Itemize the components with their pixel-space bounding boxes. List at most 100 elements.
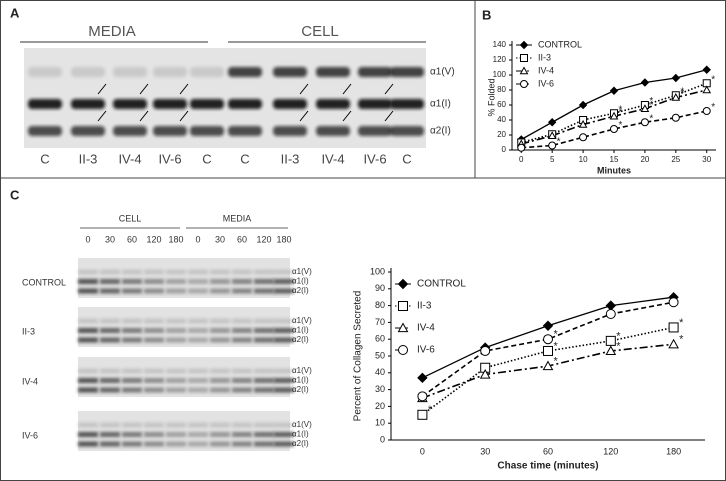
gel-band (274, 432, 294, 437)
significance-mark: * (616, 330, 621, 342)
panel-label: C (10, 187, 20, 202)
gel-band (100, 269, 120, 275)
gel-band (274, 288, 294, 294)
y-tick-label: 60 (497, 100, 506, 109)
gel-band (232, 422, 252, 428)
arrow (384, 83, 394, 95)
marker (640, 118, 649, 127)
y-tick-label: 100 (493, 70, 507, 79)
arrow (299, 110, 309, 122)
gel-band (273, 99, 307, 109)
row-label: II-3 (22, 326, 35, 336)
x-tick-label: 15 (610, 155, 619, 164)
gel-band (210, 378, 230, 383)
marker (417, 409, 428, 420)
gel-band (78, 318, 98, 324)
gel-band (113, 67, 147, 77)
x-tick-label: 20 (640, 155, 649, 164)
gel-band (274, 337, 294, 343)
gel-band (166, 368, 186, 374)
gel-band (144, 318, 164, 324)
gel-band (166, 441, 186, 447)
chain-label: α1(I) (292, 326, 309, 335)
gel-band (188, 378, 208, 383)
gel-band (144, 337, 164, 343)
gel-band (190, 126, 224, 136)
y-tick-label: 50 (375, 350, 385, 360)
gel-band (254, 378, 274, 383)
gel-band (144, 368, 164, 374)
gel-band (188, 328, 208, 333)
gel-band (144, 279, 164, 284)
significance-mark: * (711, 74, 715, 85)
lane-label: C (40, 151, 49, 166)
gel-band (122, 279, 142, 284)
y-tick-label: 20 (375, 401, 385, 411)
y-tick-label: 30 (375, 384, 385, 394)
chain-label: α1(V) (292, 267, 312, 276)
gel-band (273, 67, 307, 77)
row-label: IV-4 (22, 376, 38, 386)
gel-band (122, 318, 142, 324)
gel-band (78, 279, 98, 284)
series-line (421, 326, 674, 416)
gel-band (188, 337, 208, 343)
chain-label: α1(I) (292, 430, 309, 439)
gel-band (28, 67, 62, 77)
x-tick-label: 120 (603, 446, 618, 456)
gel-band (166, 328, 186, 333)
gel-band (166, 387, 186, 393)
row-label: CONTROL (22, 277, 66, 287)
x-tick-label: 60 (543, 446, 553, 456)
gel-band (100, 318, 120, 324)
timepoint-label: 180 (168, 234, 183, 244)
significance-mark: * (680, 86, 684, 97)
marker (579, 133, 588, 142)
gel-band (113, 99, 147, 109)
gel-band (100, 279, 120, 284)
significance-mark: * (679, 317, 684, 329)
gel-band (228, 67, 262, 77)
gel-band (190, 99, 224, 109)
gel-a: MEDIA CELL α1(V) α1(I) α2(I) C II-3 IV-4 IV… (20, 23, 455, 166)
gel-band (232, 288, 252, 294)
gel-band (28, 99, 62, 109)
gel-band (232, 318, 252, 324)
gel-band (232, 441, 252, 447)
gel-band (210, 328, 230, 333)
marker (578, 100, 588, 110)
marker (609, 111, 619, 120)
gel-band (254, 318, 274, 324)
gel-band (188, 368, 208, 374)
gel-band (210, 368, 230, 374)
panel-label: B (482, 7, 491, 22)
gel-band (122, 288, 142, 294)
gel-band (273, 126, 307, 136)
gel-band (274, 422, 294, 428)
marker (640, 104, 650, 113)
timepoint-label: 30 (215, 234, 225, 244)
gel-band (153, 67, 187, 77)
gel-band (100, 337, 120, 343)
chain-label: α1(I) (292, 277, 309, 286)
lane-label: II-3 (79, 151, 98, 166)
gel-band (210, 337, 230, 343)
x-tick-label: 5 (550, 155, 555, 164)
gel-band (113, 126, 147, 136)
timepoint-label: 0 (195, 234, 200, 244)
y-tick-label: 70 (375, 317, 385, 327)
gel-band (78, 441, 98, 447)
marker (668, 338, 679, 349)
gel-band (188, 269, 208, 275)
gel-band (274, 279, 294, 284)
chart: 0 30 60 120 180 0 10 20 30 40 50 60 70 80 90 100 Chase t… (353, 266, 705, 472)
gel-band (153, 126, 187, 136)
legend-label: IV-6 (417, 345, 435, 356)
chain-label: α1(V) (292, 420, 312, 429)
gel-band (358, 67, 392, 77)
marker (605, 335, 616, 346)
gel-band (274, 387, 294, 393)
gel-band (274, 441, 294, 447)
